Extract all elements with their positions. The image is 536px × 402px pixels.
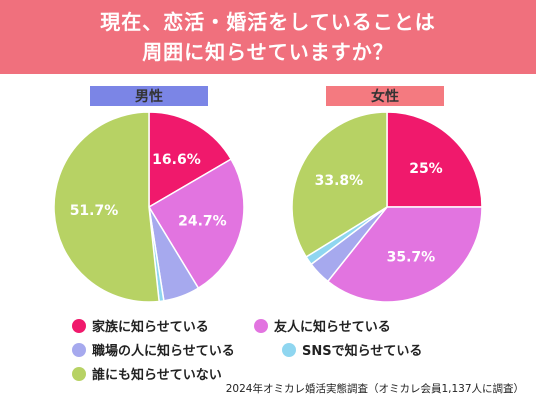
legend-label-nobody: 誰にも知らせていない [92, 368, 222, 383]
male-slice-nobody [53, 111, 160, 303]
legend-item-nobody: 誰にも知らせていない [72, 364, 222, 383]
male-chart-title: 男性 [90, 86, 208, 106]
legend-swatch-sns [282, 342, 296, 357]
male-slice-friends [147, 158, 245, 290]
female-slice-family [386, 111, 483, 208]
female-label-family: 25% [409, 161, 443, 177]
legend-label-sns: SNSで知らせている [302, 344, 423, 359]
legend-swatch-nobody [72, 366, 86, 381]
legend-swatch-workplace [72, 342, 86, 357]
title-banner: 現在、恋活・婚活をしていることは 周囲に知らせていますか？ [0, 0, 536, 74]
female-pie-chart: 25% 35.7% 33.8% [291, 111, 483, 303]
legend-swatch-family [72, 318, 86, 333]
male-label-friends: 24.7% [178, 214, 227, 230]
legend-item-family: 家族に知らせている [72, 316, 209, 335]
legend-item-friends: 友人に知らせている [254, 316, 391, 335]
female-label-nobody: 33.8% [315, 173, 364, 189]
legend-label-friends: 友人に知らせている [274, 320, 391, 335]
female-chart-title: 女性 [326, 86, 444, 106]
male-label-family: 16.6% [152, 152, 201, 168]
male-label-nobody: 51.7% [70, 203, 119, 219]
male-slice-family [148, 111, 233, 209]
female-slice-friends [326, 206, 483, 303]
title-line-2: 周囲に知らせていますか？ [142, 40, 394, 64]
legend-label-workplace: 職場の人に知らせている [92, 344, 235, 359]
male-pie-chart: 16.6% 24.7% 51.7% [53, 111, 245, 303]
legend-label-family: 家族に知らせている [92, 320, 209, 335]
title-line-1: 現在、恋活・婚活をしていることは [100, 10, 436, 34]
female-label-friends: 35.7% [387, 250, 436, 266]
female-slice-nobody [291, 111, 388, 258]
legend-swatch-friends [254, 318, 268, 333]
legend-item-sns: SNSで知らせている [282, 340, 422, 359]
source-note: 2024年オミカレ婚活実態調査（オミカレ会員1,137人に調査） [225, 383, 524, 395]
legend-item-workplace: 職場の人に知らせている [72, 340, 235, 359]
